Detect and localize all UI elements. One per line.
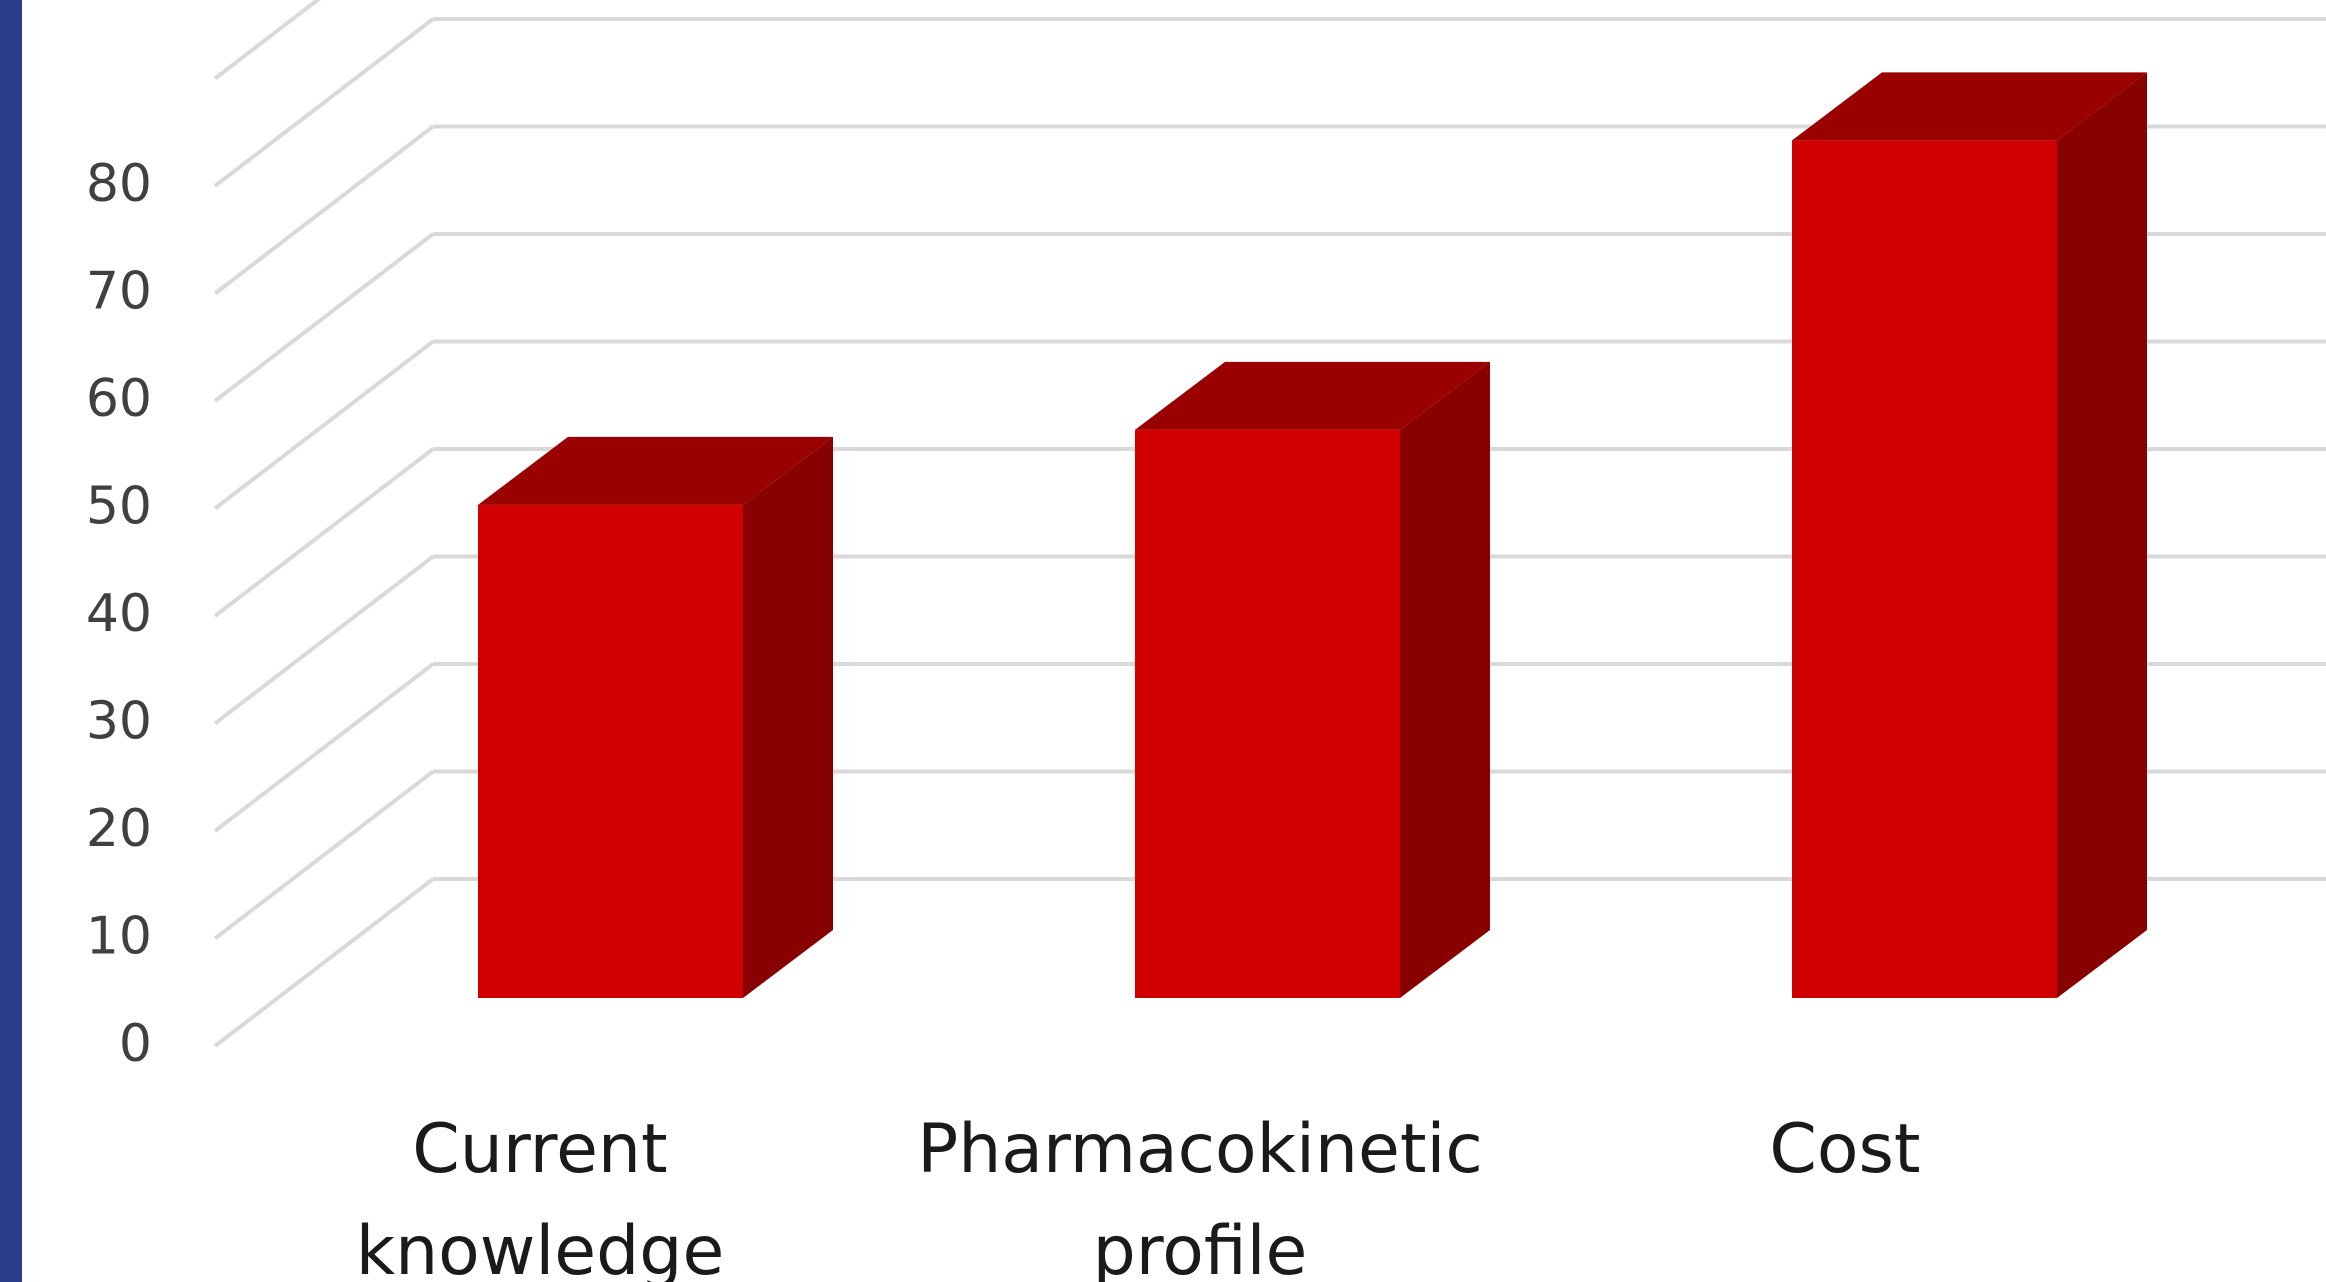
x-axis-categories: Current knowledge Pharmacokinetic profile Co…: [356, 1110, 1921, 1282]
bar-side: [743, 436, 833, 998]
x-category-line: profile: [1093, 1212, 1308, 1282]
x-category-label: Cost: [1769, 1110, 1920, 1189]
bars: [478, 72, 2147, 999]
bar-front: [1792, 140, 2057, 998]
gridline-side-0: [213, 877, 435, 1048]
bar-top: [1792, 72, 2147, 141]
bar-top: [478, 436, 833, 505]
bar-front: [1135, 429, 1400, 999]
gridline-side-40: [213, 447, 435, 618]
bar-2: [1135, 361, 1490, 999]
y-tick-label: 60: [86, 369, 152, 429]
x-category-line: Cost: [1769, 1110, 1920, 1189]
bar-front: [478, 504, 743, 998]
gridline-side-80: [213, 17, 435, 188]
x-category-label: Current knowledge: [356, 1110, 725, 1282]
gridline-side-50: [213, 339, 435, 511]
x-category-line: Pharmacokinetic: [917, 1110, 1483, 1189]
bar-top: [1135, 361, 1490, 430]
x-category-line: knowledge: [356, 1212, 725, 1282]
side-accent-bar: [0, 0, 22, 1282]
bar-3: [1792, 72, 2147, 998]
x-category-label: Pharmacokinetic profile: [917, 1110, 1483, 1282]
gridline-side-10: [213, 769, 435, 941]
bar-1: [478, 436, 833, 998]
bar-side: [1400, 361, 1490, 999]
y-tick-label: 40: [86, 584, 152, 644]
y-tick-label: 70: [86, 262, 152, 322]
y-tick-label: 30: [86, 692, 152, 752]
y-tick-label: 50: [86, 477, 152, 537]
gridline-side-30: [213, 554, 435, 726]
y-axis-ticks: 0 10 20 30 40 50 60 70 80: [86, 154, 152, 1074]
y-tick-label: 0: [119, 1014, 152, 1074]
y-tick-label: 10: [86, 907, 152, 967]
gridline-side-60: [213, 232, 435, 403]
y-tick-label: 80: [86, 154, 152, 214]
gridline-side-20: [213, 662, 435, 833]
bar-side: [2057, 72, 2147, 998]
x-category-line: Current: [412, 1110, 667, 1189]
gridline-side-70: [213, 124, 435, 296]
gridline-side-90: [213, 0, 321, 81]
y-tick-label: 20: [86, 799, 152, 859]
